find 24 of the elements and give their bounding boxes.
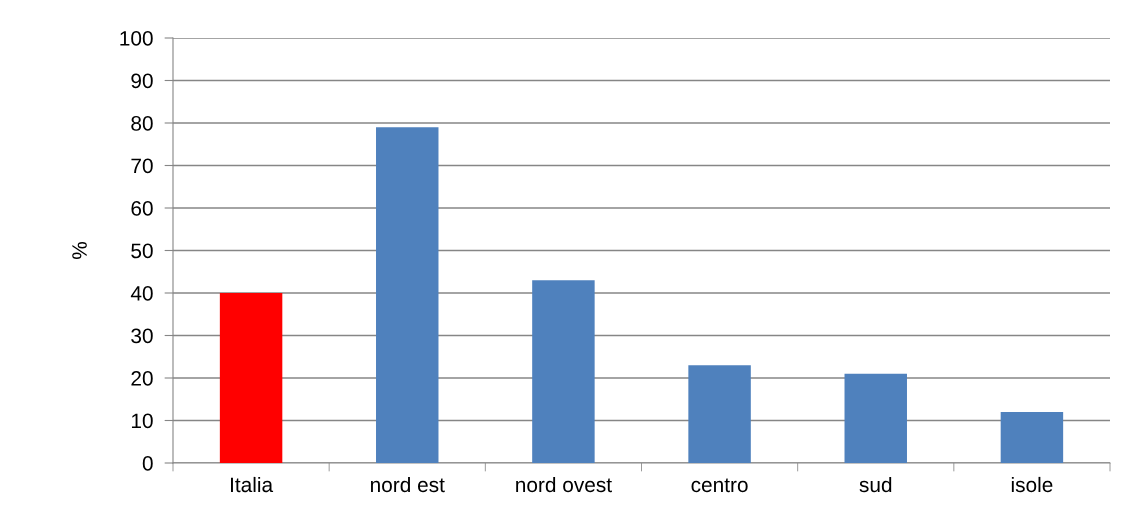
y-tick-label: 50	[131, 243, 153, 259]
y-tick-label: 60	[131, 201, 153, 216]
y-tick-label: 20	[131, 371, 153, 386]
y-tick-label: 10	[131, 413, 153, 429]
x-tick-label: nord ovest	[516, 476, 612, 493]
y-axis-title: %	[72, 241, 87, 260]
bar	[219, 293, 283, 463]
bar	[376, 127, 439, 463]
y-tick-label: 90	[131, 73, 153, 89]
y-tick-label: 0	[142, 456, 153, 471]
x-tick-label: isole	[1011, 476, 1053, 493]
y-tick-label: 40	[130, 286, 153, 301]
x-tick-label: nord est	[371, 476, 445, 493]
x-tick-label: centro	[691, 478, 748, 493]
y-tick-label: 30	[131, 328, 153, 344]
bar	[844, 373, 907, 463]
y-tick-label: 70	[131, 158, 153, 174]
bar	[532, 280, 595, 463]
x-tick-label: Italia	[231, 476, 274, 493]
x-tick-label: sud	[859, 476, 892, 493]
y-tick-label: 100	[120, 31, 153, 46]
bar	[1000, 412, 1064, 463]
y-tick-label: 80	[131, 116, 153, 131]
bar	[688, 365, 751, 463]
